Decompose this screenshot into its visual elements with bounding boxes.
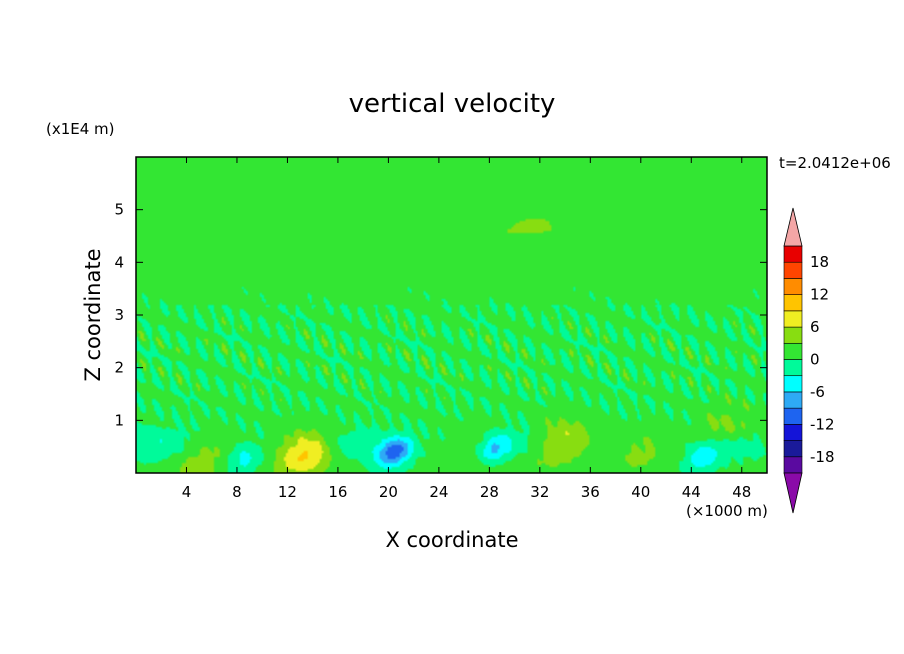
colorbar-label: 0 <box>810 351 820 369</box>
colorbar: 18 12 6 0 -6 -12 -18 <box>783 207 835 514</box>
y-axis: 1 2 3 4 5 <box>114 201 767 429</box>
x-tick-label: 40 <box>631 483 650 501</box>
chart-title: vertical velocity <box>349 89 556 119</box>
colorbar-label: -12 <box>810 415 835 433</box>
velocity-field <box>136 157 767 473</box>
colorbar-under-triangle <box>783 472 803 514</box>
colorbar-swatch <box>783 424 803 441</box>
y-axis-label: Z coordinate <box>81 248 105 381</box>
colorbar-label: -6 <box>810 383 825 401</box>
colorbar-swatch <box>783 407 803 425</box>
x-tick-label: 16 <box>328 483 347 501</box>
colorbar-swatch <box>783 326 803 344</box>
x-axis: 4 8 12 16 20 24 28 32 36 40 44 48 <box>182 157 751 501</box>
colorbar-swatch <box>783 261 803 279</box>
colorbar-swatch <box>783 294 803 312</box>
colorbar-swatch <box>783 342 803 360</box>
time-label: t=2.0412e+06 <box>779 154 891 172</box>
x-tick-label: 48 <box>732 483 751 501</box>
colorbar-label: -18 <box>810 448 835 466</box>
colorbar-swatch <box>783 456 803 474</box>
x-tick-label: 4 <box>182 483 192 501</box>
x-unit-label: (×1000 m) <box>686 502 768 520</box>
colorbar-swatch <box>783 310 803 328</box>
colorbar-swatch <box>783 278 803 295</box>
x-tick-label: 44 <box>682 483 701 501</box>
x-tick-label: 24 <box>429 483 448 501</box>
x-tick-label: 28 <box>480 483 499 501</box>
y-tick-label: 3 <box>114 306 124 324</box>
colorbar-label: 12 <box>810 286 829 304</box>
plot-area <box>135 156 768 474</box>
x-axis-label: X coordinate <box>385 528 518 552</box>
colorbar-label: 18 <box>810 253 829 271</box>
colorbar-swatch <box>783 375 803 393</box>
colorbar-over-triangle <box>783 207 803 247</box>
colorbar-swatch <box>783 440 803 458</box>
x-tick-label: 8 <box>232 483 242 501</box>
x-tick-label: 12 <box>278 483 297 501</box>
colorbar-swatch <box>783 391 803 409</box>
colorbar-swatch <box>783 245 803 263</box>
y-tick-label: 5 <box>114 201 124 219</box>
y-unit-label: (x1E4 m) <box>46 120 115 138</box>
colorbar-swatch <box>783 359 803 377</box>
x-tick-label: 32 <box>530 483 549 501</box>
colorbar-label: 6 <box>810 318 820 336</box>
y-tick-label: 1 <box>114 411 124 429</box>
x-tick-label: 20 <box>379 483 398 501</box>
y-tick-label: 4 <box>114 253 124 271</box>
y-tick-label: 2 <box>114 359 124 377</box>
x-tick-label: 36 <box>581 483 600 501</box>
